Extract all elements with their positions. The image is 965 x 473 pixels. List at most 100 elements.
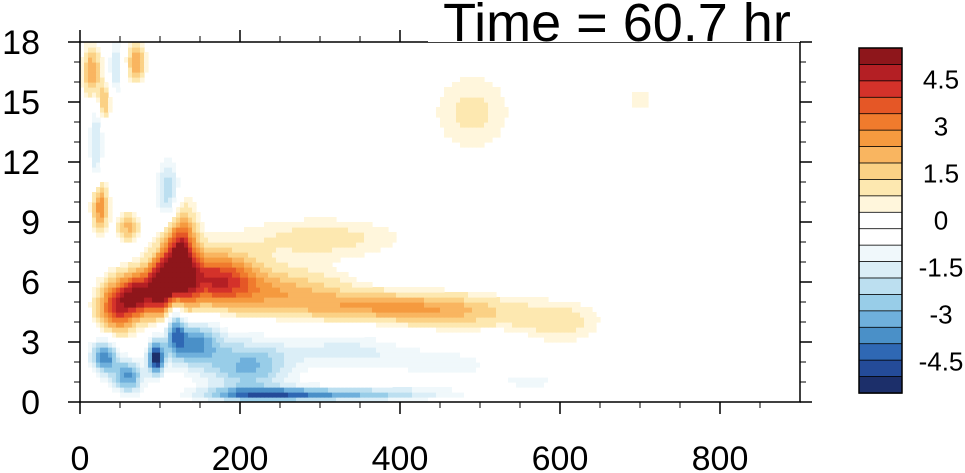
heatmap-cell bbox=[324, 367, 329, 373]
heatmap-cell bbox=[464, 117, 469, 123]
heatmap-cell bbox=[136, 232, 141, 238]
heatmap-cell bbox=[448, 107, 453, 113]
heatmap-cell bbox=[160, 247, 165, 253]
heatmap-cell bbox=[440, 312, 445, 318]
heatmap-cell bbox=[476, 387, 481, 393]
heatmap-cell bbox=[308, 242, 313, 248]
heatmap-cell bbox=[556, 382, 561, 388]
heatmap-cell bbox=[232, 237, 237, 243]
heatmap-cell bbox=[292, 222, 297, 228]
heatmap-cell bbox=[480, 297, 485, 303]
heatmap-cell bbox=[308, 297, 313, 303]
colorbar-segment bbox=[858, 343, 903, 361]
heatmap-cell bbox=[340, 272, 345, 278]
heatmap-cell bbox=[316, 237, 321, 243]
heatmap-cell bbox=[176, 337, 181, 343]
colorbar-segment bbox=[858, 195, 903, 213]
heatmap-cell bbox=[316, 307, 321, 313]
heatmap-cell bbox=[112, 297, 117, 303]
colorbar-label: 3 bbox=[934, 111, 948, 141]
heatmap-cell bbox=[544, 312, 549, 318]
heatmap-cell bbox=[348, 392, 353, 398]
heatmap-cell bbox=[160, 242, 165, 248]
heatmap-cell bbox=[236, 367, 241, 373]
heatmap-cell bbox=[256, 267, 261, 273]
heatmap-cell bbox=[412, 397, 417, 402]
heatmap-cell bbox=[208, 372, 213, 378]
heatmap-cell bbox=[464, 97, 469, 103]
heatmap-cell bbox=[448, 127, 453, 133]
heatmap-cell bbox=[336, 317, 341, 323]
heatmap-cell bbox=[132, 57, 137, 63]
heatmap-cell bbox=[152, 342, 157, 348]
heatmap-cell bbox=[232, 372, 237, 378]
heatmap-cell bbox=[380, 232, 385, 238]
heatmap-cell bbox=[224, 247, 229, 253]
heatmap-cell bbox=[240, 297, 245, 303]
heatmap-cell bbox=[464, 132, 469, 138]
heatmap-cell bbox=[144, 252, 149, 258]
heatmap-cell bbox=[88, 47, 93, 53]
heatmap-cell bbox=[644, 102, 649, 108]
heatmap-cell bbox=[404, 372, 409, 378]
heatmap-cell bbox=[468, 372, 473, 378]
heatmap-cell bbox=[132, 227, 137, 233]
heatmap-cell bbox=[252, 387, 257, 393]
heatmap-cell bbox=[440, 397, 445, 402]
heatmap-cell bbox=[236, 237, 241, 243]
heatmap-cell bbox=[192, 282, 197, 288]
heatmap-cell bbox=[344, 382, 349, 388]
heatmap-cell bbox=[440, 347, 445, 353]
heatmap-cell bbox=[492, 387, 497, 393]
heatmap-cell bbox=[488, 92, 493, 98]
heatmap-cell bbox=[172, 217, 177, 223]
heatmap-cell bbox=[148, 352, 153, 358]
heatmap-cell bbox=[432, 367, 437, 373]
heatmap-cell bbox=[100, 362, 105, 368]
heatmap-cell bbox=[156, 187, 161, 193]
heatmap-cell bbox=[132, 377, 137, 383]
heatmap-cell bbox=[188, 377, 193, 383]
heatmap-cell bbox=[288, 347, 293, 353]
heatmap-cell bbox=[176, 312, 181, 318]
heatmap-cell bbox=[460, 292, 465, 298]
heatmap-cell bbox=[148, 277, 153, 283]
heatmap-cell bbox=[348, 317, 353, 323]
heatmap-cell bbox=[392, 392, 397, 398]
heatmap-cell bbox=[364, 302, 369, 308]
heatmap-cell bbox=[264, 267, 269, 273]
heatmap-cell bbox=[168, 182, 173, 188]
heatmap-cell bbox=[112, 82, 117, 88]
heatmap-cell bbox=[260, 302, 265, 308]
heatmap-cell bbox=[324, 382, 329, 388]
heatmap-cell bbox=[164, 307, 169, 313]
heatmap-cell bbox=[108, 312, 113, 318]
heatmap-cell bbox=[192, 307, 197, 313]
heatmap-cell bbox=[84, 47, 89, 53]
heatmap-cell bbox=[456, 312, 461, 318]
heatmap-cell bbox=[284, 362, 289, 368]
heatmap-cell bbox=[360, 382, 365, 388]
heatmap-cell bbox=[264, 292, 269, 298]
heatmap-cell bbox=[148, 287, 153, 293]
heatmap-cell bbox=[200, 342, 205, 348]
heatmap-cell bbox=[244, 312, 249, 318]
heatmap-cell bbox=[156, 337, 161, 343]
heatmap-cell bbox=[172, 197, 177, 203]
heatmap-cell bbox=[552, 322, 557, 328]
heatmap-cell bbox=[92, 212, 97, 218]
heatmap-cell bbox=[124, 282, 129, 288]
heatmap-cell bbox=[436, 367, 441, 373]
heatmap-cell bbox=[292, 337, 297, 343]
heatmap-cell bbox=[264, 282, 269, 288]
heatmap-cell bbox=[184, 357, 189, 363]
heatmap-cell bbox=[160, 262, 165, 268]
heatmap-cell bbox=[128, 317, 133, 323]
heatmap-cell bbox=[96, 287, 101, 293]
heatmap-cell bbox=[252, 267, 257, 273]
heatmap-cell bbox=[520, 307, 525, 313]
heatmap-cell bbox=[280, 342, 285, 348]
heatmap-cell bbox=[488, 367, 493, 373]
heatmap-cell bbox=[472, 387, 477, 393]
heatmap-cell bbox=[256, 247, 261, 253]
